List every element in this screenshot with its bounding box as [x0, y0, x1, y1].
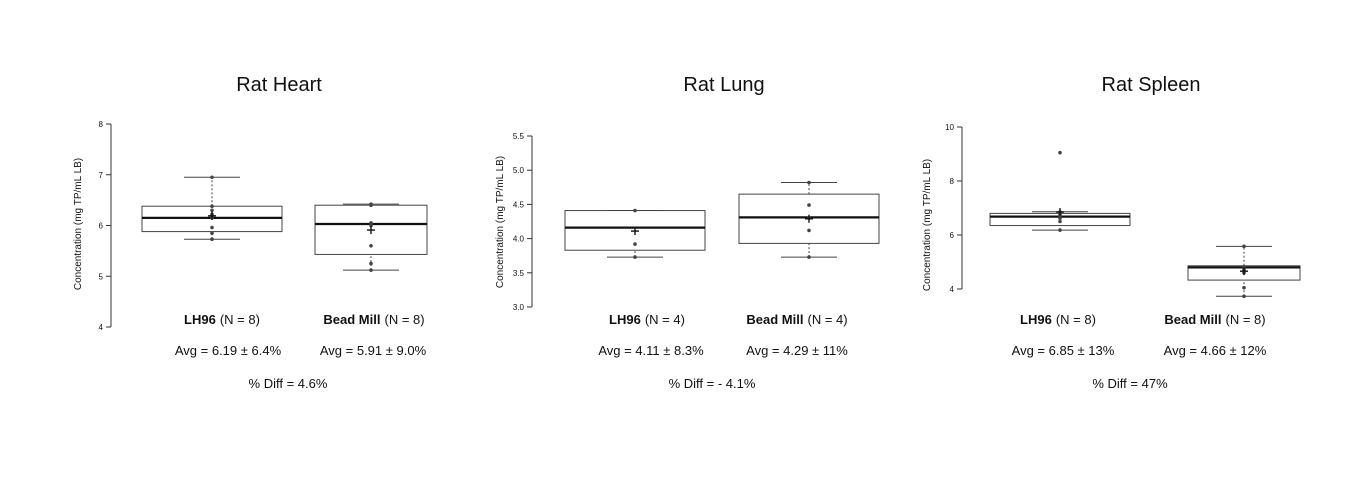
group-name: Bead Mill	[746, 312, 803, 327]
diff-text: % Diff = 47%	[1092, 376, 1168, 391]
y-axis-label: Concentration (mg TP/mL LB)	[73, 158, 84, 290]
y-tick-label: 8	[99, 120, 104, 129]
data-point	[1058, 219, 1062, 224]
box-plots	[141, 175, 428, 272]
data-point	[1058, 228, 1062, 232]
data-point	[369, 268, 373, 272]
data-point	[807, 203, 811, 207]
group-n: (N = 4)	[645, 312, 685, 327]
data-point	[807, 180, 811, 185]
data-point	[1058, 150, 1062, 155]
chart-title: Rat Spleen	[1102, 74, 1201, 96]
chart-title: Rat Lung	[683, 74, 764, 96]
group-label-bead-mill: Bead Mill (N = 4)	[746, 312, 847, 327]
group-label-bead-mill: Bead Mill (N = 8)	[323, 312, 424, 327]
data-point	[210, 225, 214, 230]
data-point	[807, 228, 811, 233]
data-point	[1242, 285, 1246, 290]
data-point	[369, 223, 373, 228]
y-tick-label: 6	[99, 222, 104, 231]
y-tick-label: 4.0	[513, 235, 525, 244]
avg-text-bead-mill: Avg = 4.29 ± 11%	[746, 343, 848, 358]
y-tick-label: 10	[945, 123, 954, 132]
y-tick-label: 7	[99, 171, 104, 180]
group-name: Bead Mill	[1164, 312, 1221, 327]
box-plots	[564, 180, 880, 259]
y-tick-label: 4	[950, 285, 955, 294]
y-tick-label: 3.0	[513, 303, 525, 312]
group-label-lh96: LH96 (N = 8)	[1020, 312, 1096, 327]
group-n: (N = 8)	[1225, 312, 1265, 327]
box-group	[738, 180, 880, 259]
diff-text: % Diff = 4.6%	[249, 376, 328, 391]
data-point	[1242, 265, 1246, 269]
avg-text-bead-mill: Avg = 5.91 ± 9.0%	[320, 343, 427, 358]
data-point	[369, 261, 373, 266]
panel-rat-heart: Rat Heart Concentration (mg TP/mL LB) 4 5…	[73, 74, 428, 391]
group-labels: LH96 (N = 8) Bead Mill (N = 8) Avg = 6.85 …	[1012, 312, 1267, 391]
group-labels: LH96 (N = 8) Bead Mill (N = 8) Avg = 6.19 …	[175, 312, 427, 391]
box-group	[989, 150, 1131, 232]
data-point	[1242, 244, 1246, 249]
panel-rat-spleen: Rat Spleen Concentration (mg TP/mL LB) 4…	[922, 74, 1301, 391]
group-n: (N = 8)	[220, 312, 260, 327]
y-axis-label: Concentration (mg TP/mL LB)	[922, 159, 933, 291]
y-axis-label: Concentration (mg TP/mL LB)	[495, 156, 506, 288]
data-point	[210, 237, 214, 242]
group-label-bead-mill: Bead Mill (N = 8)	[1164, 312, 1265, 327]
data-point	[807, 255, 811, 259]
box-group	[564, 208, 706, 259]
y-axis: 3.0 3.5 4.0 4.5 5.0 5.5	[513, 132, 533, 312]
data-point	[210, 175, 214, 180]
box-group	[141, 175, 283, 242]
panel-rat-lung: Rat Lung Concentration (mg TP/mL LB) 3.0…	[495, 74, 880, 391]
group-name: Bead Mill	[323, 312, 380, 327]
y-tick-label: 4	[99, 323, 104, 332]
group-name: LH96	[184, 312, 216, 327]
data-point	[369, 202, 373, 206]
data-point	[369, 221, 373, 225]
y-tick-label: 5.0	[513, 166, 525, 175]
box-plots	[989, 150, 1301, 299]
diff-text: % Diff = - 4.1%	[669, 376, 756, 391]
y-tick-label: 5	[99, 272, 104, 281]
group-label-lh96: LH96 (N = 4)	[609, 312, 685, 327]
avg-text-lh96: Avg = 6.19 ± 6.4%	[175, 343, 282, 358]
y-axis: 4 6 8 10	[945, 123, 963, 294]
group-n: (N = 8)	[1056, 312, 1096, 327]
data-point	[210, 231, 214, 235]
y-tick-label: 5.5	[513, 132, 525, 141]
data-point	[210, 204, 214, 209]
y-axis: 4 5 6 7 8	[99, 120, 112, 332]
box-group	[314, 202, 428, 272]
data-point	[1242, 294, 1246, 299]
box-group	[1187, 244, 1301, 299]
avg-text-lh96: Avg = 4.11 ± 8.3%	[598, 343, 704, 358]
avg-text-bead-mill: Avg = 4.66 ± 12%	[1164, 343, 1267, 358]
y-tick-label: 6	[950, 231, 955, 240]
group-name: LH96	[609, 312, 641, 327]
avg-text-lh96: Avg = 6.85 ± 13%	[1012, 343, 1115, 358]
group-labels: LH96 (N = 4) Bead Mill (N = 4) Avg = 4.11 …	[598, 312, 848, 391]
group-name: LH96	[1020, 312, 1052, 327]
data-point	[210, 208, 214, 213]
data-point	[633, 208, 637, 213]
group-n: (N = 8)	[384, 312, 424, 327]
y-tick-label: 3.5	[513, 269, 525, 278]
group-n: (N = 4)	[807, 312, 847, 327]
data-point	[633, 242, 637, 246]
y-tick-label: 4.5	[513, 200, 525, 209]
group-label-lh96: LH96 (N = 8)	[184, 312, 260, 327]
chart-title: Rat Heart	[236, 74, 322, 96]
data-point	[369, 244, 373, 248]
data-point	[633, 255, 637, 259]
y-tick-label: 8	[950, 177, 955, 186]
